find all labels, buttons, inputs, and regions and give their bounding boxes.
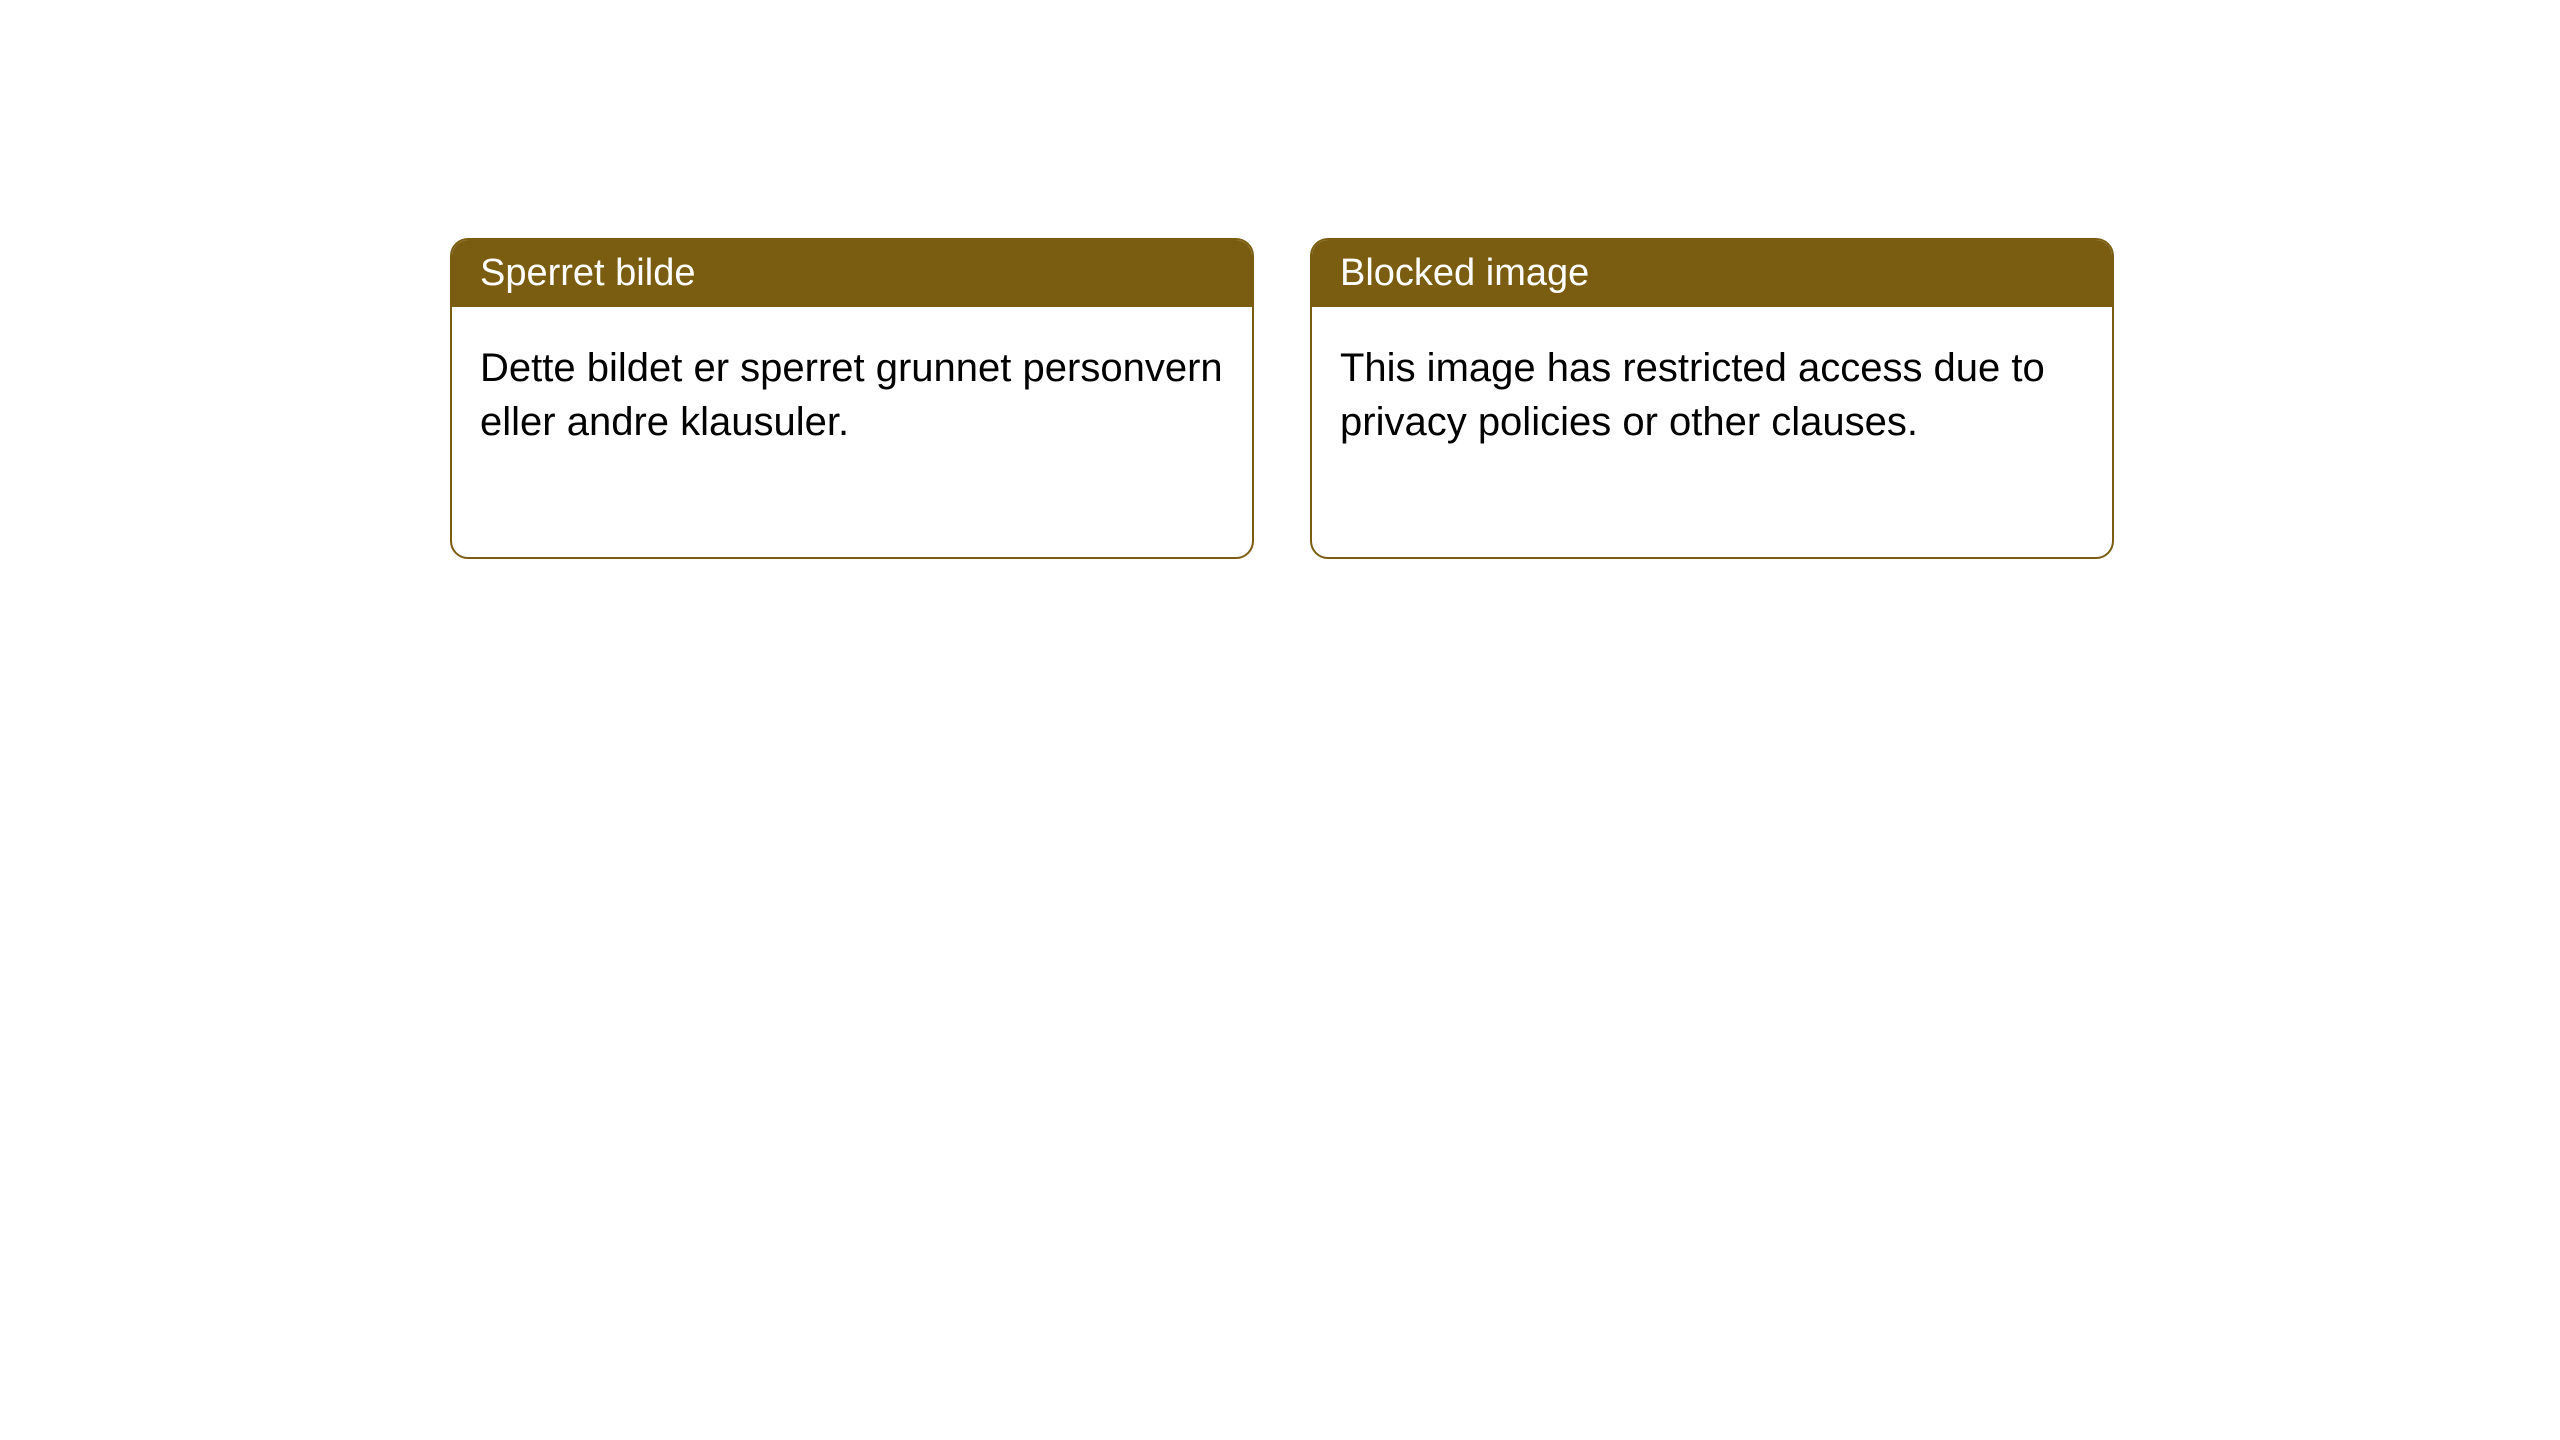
notice-body-en: This image has restricted access due to … <box>1312 307 2112 557</box>
notice-header-no: Sperret bilde <box>452 240 1252 307</box>
notice-card-en: Blocked image This image has restricted … <box>1310 238 2114 559</box>
notice-card-no: Sperret bilde Dette bildet er sperret gr… <box>450 238 1254 559</box>
notice-container: Sperret bilde Dette bildet er sperret gr… <box>450 238 2114 559</box>
notice-body-no: Dette bildet er sperret grunnet personve… <box>452 307 1252 557</box>
notice-header-en: Blocked image <box>1312 240 2112 307</box>
